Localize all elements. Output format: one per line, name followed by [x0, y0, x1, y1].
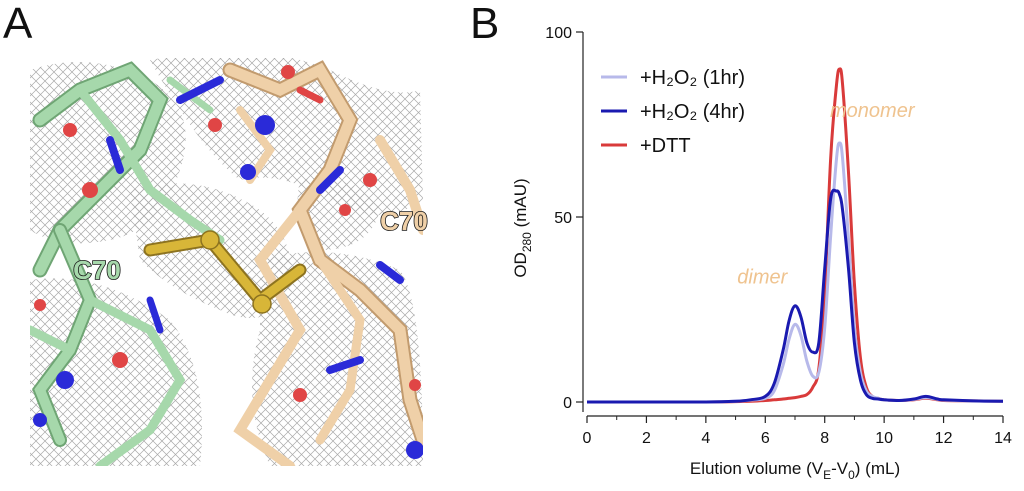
legend-label-0: +H₂O₂ (1hr): [640, 67, 745, 89]
residue-label-left: C70: [73, 255, 121, 285]
atoms: [33, 65, 423, 459]
chain-right: [222, 60, 423, 466]
residue-label-right: C70: [380, 206, 428, 236]
chain-left: [30, 61, 225, 466]
y-tick-label: 100: [545, 25, 572, 42]
x-tick-label: 4: [701, 430, 710, 447]
y-tick-label: 0: [563, 395, 572, 412]
panel-label-b: B: [470, 0, 500, 48]
x-tick-label: 8: [820, 430, 829, 447]
y-tick-label: 50: [554, 210, 572, 227]
x-tick-label: 14: [994, 430, 1012, 447]
annotation-dimer: dimer: [737, 267, 788, 289]
chart-annotations: monomer dimer: [737, 100, 916, 289]
chart-series: [587, 67, 1004, 404]
x-axis-label: Elution volume (VE-V0) (mL): [690, 459, 900, 482]
disulfide-bond: [143, 232, 307, 309]
legend-label-1: +H₂O₂ (4hr): [640, 101, 745, 123]
x-tick-label: 10: [875, 430, 893, 447]
x-tick-label: 12: [935, 430, 953, 447]
legend-label-2: +DTT: [640, 135, 691, 157]
series-line-1: [587, 188, 1004, 404]
panel-label-a: A: [3, 0, 33, 48]
structure-drawing: [30, 58, 423, 466]
x-tick-label: 2: [642, 430, 651, 447]
series-line-0: [587, 141, 1004, 404]
chart-legend: +H₂O₂ (1hr) +H₂O₂ (4hr) +DTT: [601, 67, 745, 157]
y-axis-label: OD280 (mAU): [511, 178, 534, 277]
chart-axes: 0 2 4 6 8 10 12 14 0 50 100: [545, 25, 1012, 447]
x-tick-label: 0: [583, 430, 592, 447]
annotation-monomer: monomer: [830, 100, 916, 122]
x-tick-label: 6: [761, 430, 770, 447]
